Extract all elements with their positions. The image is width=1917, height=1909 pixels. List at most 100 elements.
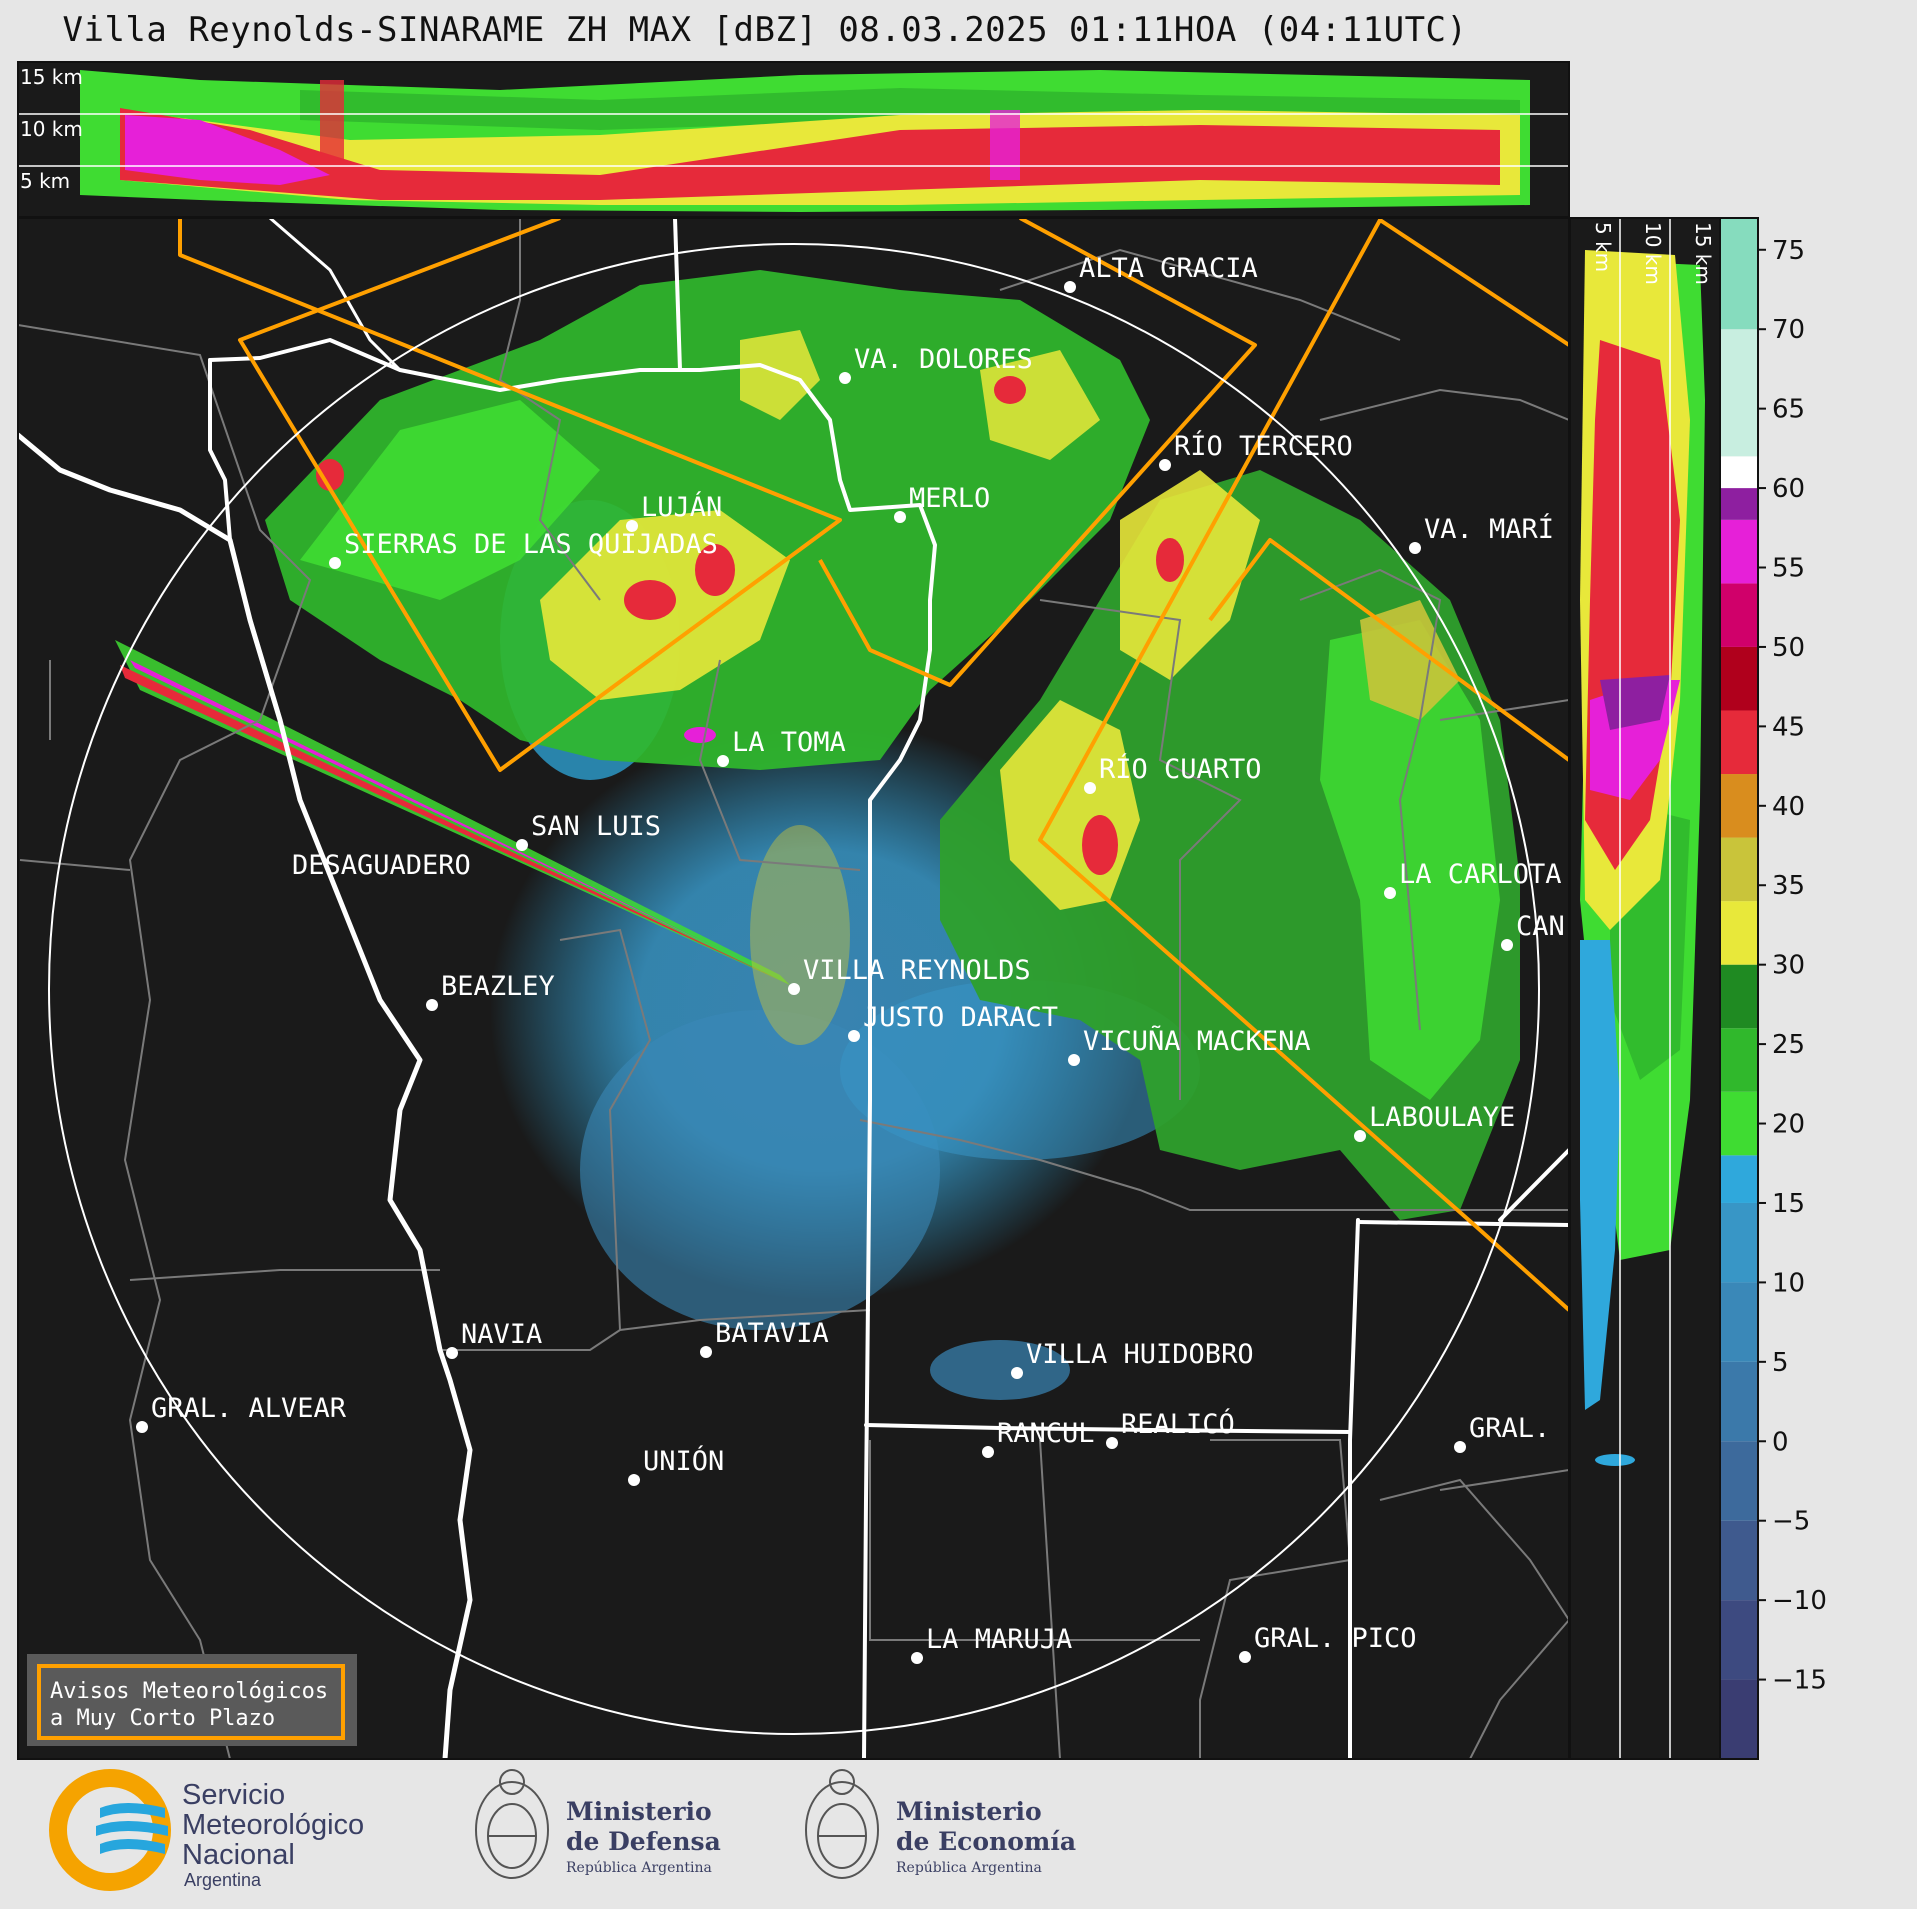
city-marker <box>911 1652 923 1664</box>
city-marker <box>1068 1054 1080 1066</box>
city-marker <box>1454 1441 1466 1453</box>
city-marker <box>788 983 800 995</box>
city-label: REALICÓ <box>1121 1408 1235 1440</box>
city-label: RÍO CUARTO <box>1099 753 1262 785</box>
city-marker <box>1239 1651 1251 1663</box>
colorbar-band <box>1720 218 1758 330</box>
colorbar-band <box>1720 1282 1758 1362</box>
colorbar-tick-label: 55 <box>1772 554 1805 584</box>
city-marker <box>1354 1130 1366 1142</box>
echo-intense <box>624 580 676 620</box>
city-laboulaye: LABOULAYE <box>1354 1102 1515 1142</box>
city-label: VILLA REYNOLDS <box>803 955 1031 986</box>
side-height-10km: 10 km <box>1641 222 1665 285</box>
city-vicu-a-mackena: VICUÑA MACKENA <box>1068 1025 1311 1066</box>
smn-line-4: Argentina <box>184 1870 262 1890</box>
colorbar-band <box>1720 1091 1758 1156</box>
city-marker <box>1106 1437 1118 1449</box>
city-label: SIERRAS DE LAS QUIJADAS <box>344 529 718 560</box>
ground-clutter <box>750 825 850 1045</box>
city-marker <box>1064 281 1076 293</box>
city-gral-alvear: GRAL. ALVEAR <box>136 1393 347 1433</box>
colorbar-band <box>1720 964 1758 1029</box>
colorbar-band <box>1720 837 1758 902</box>
city-desaguadero: DESAGUADERO <box>292 850 471 881</box>
city-navia: NAVIA <box>446 1319 542 1359</box>
colorbar-tick-label: 20 <box>1772 1110 1805 1140</box>
city-marker <box>982 1446 994 1458</box>
smn-logo: Servicio Meteorológico Nacional Argentin… <box>49 1769 364 1891</box>
city-label: VA. DOLORES <box>854 344 1033 375</box>
city-merlo: MERLO <box>894 483 990 523</box>
colorbar-tick-label: 35 <box>1772 871 1805 901</box>
colorbar-tick-label: 30 <box>1772 951 1805 981</box>
side-echo-blue <box>1580 940 1620 1410</box>
smn-line-1: Servicio <box>182 1779 285 1811</box>
city-rancul: RANCUL <box>982 1418 1095 1458</box>
top-cross-section: 15 km 10 km 5 km <box>17 61 1570 218</box>
city-marker <box>516 839 528 851</box>
city-markers: ALTA GRACIA VA. DOLORES RÍO TERCERO VA. MAR… <box>136 253 1565 1664</box>
economia-line-2: de Economía <box>896 1827 1076 1856</box>
city-marker <box>136 1421 148 1433</box>
colorbar-band <box>1720 1361 1758 1442</box>
side-height-15km: 15 km <box>1691 222 1715 285</box>
colorbar-tick-label: 70 <box>1772 315 1805 345</box>
warnings-legend: Avisos Meteorológicos a Muy Corto Plazo <box>27 1654 357 1746</box>
city-label: VA. MARÍ <box>1424 513 1554 545</box>
colorbar-tick-label: −10 <box>1772 1586 1827 1616</box>
city-realic-: REALICÓ <box>1106 1408 1235 1449</box>
economia-logo: Ministerio de Economía República Argenti… <box>805 1769 1076 1879</box>
colorbar-tick-label: −15 <box>1772 1666 1827 1696</box>
city-label: LA CARLOTA <box>1399 859 1562 890</box>
city-label: MERLO <box>909 483 990 514</box>
city-label: LA TOMA <box>732 727 846 758</box>
colorbar-band <box>1720 646 1758 711</box>
coat-of-arms-icon <box>475 1769 549 1879</box>
echo-intense <box>1156 538 1184 582</box>
colorbar-tick-label: 5 <box>1772 1348 1789 1378</box>
city-marker <box>700 1346 712 1358</box>
city-marker <box>1159 459 1171 471</box>
colorbar-band <box>1720 901 1758 965</box>
colorbar-tick-label: 10 <box>1772 1268 1805 1298</box>
city-marker <box>1384 887 1396 899</box>
city-label: VICUÑA MACKENA <box>1083 1025 1311 1057</box>
city-marker <box>626 520 638 532</box>
city-marker <box>1084 782 1096 794</box>
city-marker <box>1011 1367 1023 1379</box>
top-height-15km: 15 km <box>20 65 83 89</box>
city-gral-pico: GRAL. PICO <box>1239 1623 1417 1663</box>
province-borders <box>18 218 1569 1759</box>
colorbar-tick-label: 25 <box>1772 1030 1805 1060</box>
colorbar-band <box>1720 519 1758 584</box>
city-label: GRAL. <box>1469 1413 1550 1444</box>
city-alta-gracia: ALTA GRACIA <box>1064 253 1258 293</box>
city-label: VILLA HUIDOBRO <box>1026 1339 1254 1370</box>
city-luj-n: LUJÁN <box>626 491 722 532</box>
city-va-dolores: VA. DOLORES <box>839 344 1033 384</box>
city-label: GRAL. PICO <box>1254 1623 1417 1654</box>
echo-intense <box>695 544 735 596</box>
top-height-5km: 5 km <box>20 169 70 193</box>
defensa-line-3: República Argentina <box>566 1860 712 1876</box>
city-marker <box>1501 939 1513 951</box>
warning-polygons <box>178 218 1569 1312</box>
city-label: RANCUL <box>997 1418 1095 1449</box>
city-label: DESAGUADERO <box>292 850 471 881</box>
economia-line-1: Ministerio <box>896 1797 1042 1826</box>
colorbar-tick-label: −5 <box>1772 1507 1810 1537</box>
colorbar-band <box>1720 1600 1758 1680</box>
city-marker <box>446 1347 458 1359</box>
city-sierras-de-las-quijadas: SIERRAS DE LAS QUIJADAS <box>329 529 718 569</box>
side-cross-section: 5 km 10 km 15 km <box>1569 217 1721 1760</box>
colorbar-band <box>1720 710 1758 775</box>
colorbar-tick-label: 65 <box>1772 395 1805 425</box>
side-height-5km: 5 km <box>1591 222 1615 272</box>
defensa-line-2: de Defensa <box>566 1827 721 1856</box>
legend-line-2: a Muy Corto Plazo <box>50 1706 275 1731</box>
colorbar-band <box>1720 774 1758 838</box>
city-can: CAN <box>1501 911 1565 951</box>
city-label: GRAL. ALVEAR <box>151 1393 347 1424</box>
